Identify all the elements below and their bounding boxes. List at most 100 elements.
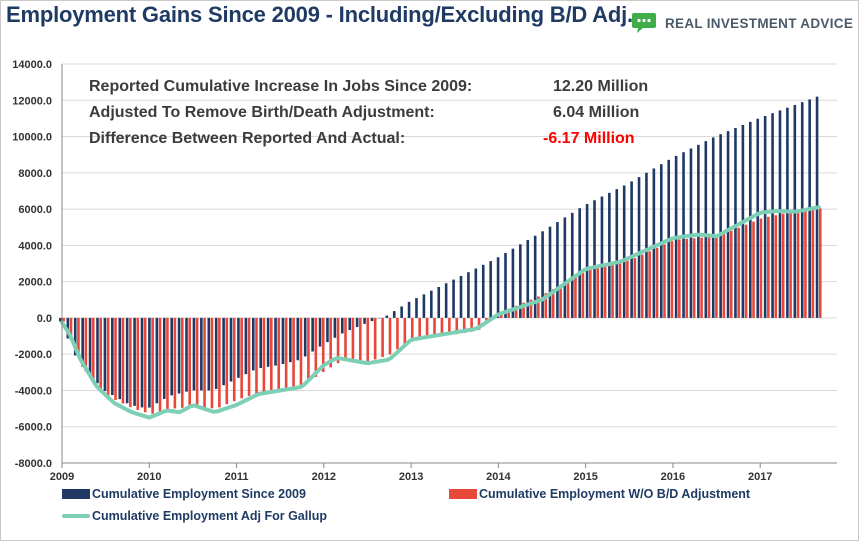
bar-cumulative <box>259 317 262 369</box>
y-tick-label: 14000.0 <box>12 59 52 71</box>
bar-wo-bd <box>633 258 637 318</box>
bar-cumulative <box>355 317 359 327</box>
bar-wo-bd <box>277 317 281 391</box>
bar-cumulative <box>771 113 774 318</box>
bar-wo-bd <box>225 317 229 405</box>
bar-wo-bd <box>321 317 325 372</box>
bar-wo-bd <box>106 317 110 397</box>
bar-wo-bd <box>729 230 733 318</box>
legend-swatch-red <box>449 489 477 499</box>
bar-wo-bd <box>707 237 711 318</box>
bar-cumulative <box>533 235 537 318</box>
bar-wo-bd <box>618 262 622 318</box>
bar-wo-bd <box>648 251 651 318</box>
summary-annotations: Reported Cumulative Increase In Jobs Sin… <box>89 78 648 147</box>
bar-cumulative <box>504 252 507 318</box>
bar-cumulative <box>726 131 730 318</box>
bar-wo-bd <box>581 273 585 318</box>
bar-wo-bd <box>418 317 421 338</box>
bar-wo-bd <box>247 317 251 396</box>
bar-cumulative <box>615 189 619 318</box>
speech-bubble-icon <box>632 13 656 33</box>
bar-wo-bd <box>203 317 206 408</box>
bar-cumulative <box>326 317 329 343</box>
bar-cumulative <box>541 231 544 318</box>
bar-cumulative <box>214 317 218 389</box>
bar-cumulative <box>645 172 648 318</box>
bar-cumulative <box>697 144 700 318</box>
bar-wo-bd <box>218 317 221 408</box>
line-series <box>60 205 821 420</box>
brand-name: REAL INVESTMENT ADVICE <box>665 15 854 31</box>
bar-cumulative <box>608 192 611 318</box>
brand-logo: REAL INVESTMENT ADVICE <box>631 9 853 37</box>
x-tick-label: 2016 <box>661 471 685 483</box>
bar-wo-bd <box>240 317 243 399</box>
bar-cumulative <box>281 317 285 364</box>
bar-wo-bd <box>470 317 473 332</box>
bar-cumulative <box>170 317 173 396</box>
bar-wo-bd <box>663 244 666 318</box>
legend-item-wo-bd: Cumulative Employment W/O B/D Adjustment <box>449 487 750 501</box>
bar-wo-bd <box>270 317 273 392</box>
x-tick-label: 2013 <box>399 471 423 483</box>
bar-wo-bd <box>210 317 214 409</box>
y-tick-label: 12000.0 <box>12 95 52 107</box>
bar-cumulative <box>341 317 344 334</box>
bar-wo-bd <box>559 285 562 318</box>
bar-wo-bd <box>299 317 303 386</box>
bar-wo-bd <box>284 317 288 390</box>
bar-wo-bd <box>477 317 481 330</box>
bar-cumulative <box>600 196 604 318</box>
bar-cumulative <box>207 317 211 391</box>
bar-cumulative <box>659 164 663 318</box>
bar-wo-bd <box>767 216 770 318</box>
legend-label-gallup: Cumulative Employment Adj For Gallup <box>92 509 327 523</box>
bar-wo-bd <box>77 317 80 356</box>
legend-label-cumulative: Cumulative Employment Since 2009 <box>92 487 306 501</box>
bar-wo-bd <box>715 236 718 318</box>
bar-wo-bd <box>789 212 792 318</box>
bar-wo-bd <box>514 305 518 318</box>
bar-wo-bd <box>574 277 577 318</box>
legend-swatch-line <box>62 514 90 518</box>
bar-wo-bd <box>91 317 95 383</box>
bar-cumulative <box>556 222 559 318</box>
y-tick-label: -2000.0 <box>15 349 52 361</box>
bar-cumulative <box>274 317 277 366</box>
bar-cumulative <box>88 317 92 375</box>
x-tick-label: 2015 <box>573 471 597 483</box>
bar-cumulative <box>430 290 433 318</box>
bar-wo-bd <box>440 317 444 336</box>
bar-wo-bd <box>336 317 340 364</box>
y-tick-label: 4000.0 <box>18 240 52 252</box>
line-gallup <box>60 205 821 420</box>
bar-wo-bd <box>589 269 592 318</box>
legend-swatch-navy <box>62 489 90 499</box>
tick-labels: 14000.0 12000.0 10000.0 8000.0 6000.0 4000.0 2… <box>12 59 772 483</box>
bar-wo-bd <box>603 266 607 318</box>
bar-cumulative <box>148 317 151 408</box>
bar-cumulative <box>296 317 300 361</box>
bar-wo-bd <box>425 317 429 337</box>
bar-wo-bd <box>158 317 162 412</box>
bar-cumulative <box>585 203 589 318</box>
y-tick-label: 10000.0 <box>12 132 52 144</box>
bar-wo-bd <box>774 215 778 318</box>
bar-cumulative <box>200 317 203 391</box>
bar-wo-bd <box>129 317 132 408</box>
bar-cumulative <box>437 287 441 318</box>
bar-wo-bd <box>366 317 370 362</box>
axes <box>61 64 837 468</box>
bar-wo-bd <box>678 239 681 318</box>
bar-cumulative <box>244 317 248 375</box>
bar-cumulative <box>348 317 352 331</box>
x-tick-label: 2012 <box>312 471 336 483</box>
bar-wo-bd <box>737 227 740 318</box>
bar-wo-bd <box>626 260 629 318</box>
bar-wo-bd <box>121 317 125 404</box>
bar-cumulative <box>474 268 478 318</box>
bar-wo-bd <box>685 238 689 318</box>
bar-cumulative <box>103 317 107 391</box>
